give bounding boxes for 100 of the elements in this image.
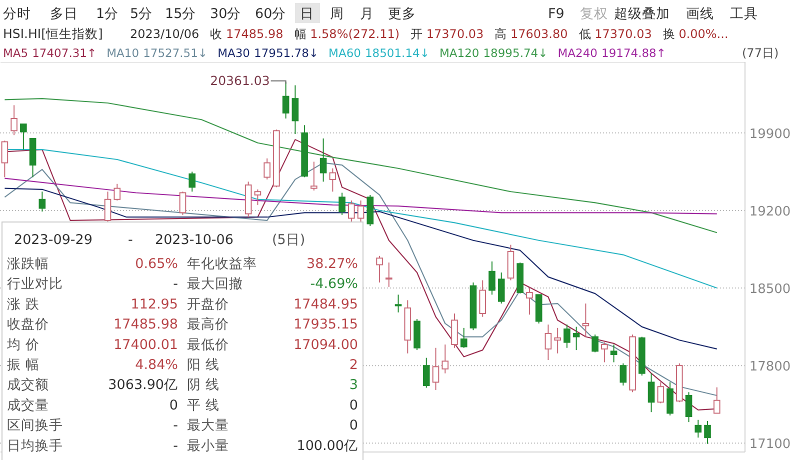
text: 2023/10/06 xyxy=(130,27,200,41)
candlestick xyxy=(564,324,570,348)
text: 18501.14↓ xyxy=(364,46,430,60)
candlestick xyxy=(38,191,46,212)
annotation: 最高价 xyxy=(187,316,229,333)
text: 18995.74↓ xyxy=(483,46,548,60)
annotation: 17935.15 xyxy=(294,316,358,333)
annotation: 阴 线 xyxy=(187,377,220,394)
text: 高 17603.80 xyxy=(494,27,568,41)
text: 分时 xyxy=(3,6,31,22)
annotation: 最大量 xyxy=(187,418,229,434)
candlestick xyxy=(179,191,186,216)
annotation: 平 线 xyxy=(187,397,220,414)
candlestick xyxy=(1,140,8,178)
annotation: 振 幅 xyxy=(7,357,40,373)
candlestick xyxy=(282,81,290,120)
text: MA240 xyxy=(558,46,598,60)
text: 30分 xyxy=(210,6,242,22)
annotation: 0 xyxy=(349,397,358,414)
y-tick-label: 17800 xyxy=(749,360,791,375)
text: 开 17370.03 xyxy=(410,27,484,41)
annotation: 0 xyxy=(349,418,358,434)
text: 超级叠加 xyxy=(614,6,670,22)
text: 19174.88↑ xyxy=(602,46,666,60)
line-series xyxy=(4,98,718,234)
candlestick xyxy=(442,344,449,374)
text: MA5 xyxy=(3,46,28,60)
candlestick xyxy=(338,192,346,216)
text: (77日) xyxy=(742,46,779,60)
annotation: 最小量 xyxy=(187,438,229,454)
annotation: 开盘价 xyxy=(187,296,229,312)
candlestick xyxy=(704,420,711,444)
text: 17951.78↓ xyxy=(254,46,319,60)
text: 复权 xyxy=(580,6,608,22)
candlestick xyxy=(10,104,18,136)
candlestick xyxy=(498,272,505,304)
annotation: 0 xyxy=(169,397,178,414)
annotation: 最大回撤 xyxy=(187,276,243,292)
text: 幅 1.58%(272.11) xyxy=(294,27,400,41)
annotation: 112.95 xyxy=(130,296,178,312)
annotation: 17485.98 xyxy=(114,316,178,333)
chart-title: HSI.HI[恒生指数] xyxy=(3,26,103,41)
annotation: - xyxy=(173,438,178,454)
line-series xyxy=(4,178,718,214)
line-series xyxy=(4,188,718,350)
annotation: 20361.03 xyxy=(210,72,270,88)
text: 工具 xyxy=(730,6,758,22)
candlestick xyxy=(544,324,552,361)
candlestick xyxy=(601,342,608,363)
annotation: - xyxy=(173,276,178,292)
candlestick xyxy=(592,334,598,353)
candlestick xyxy=(329,168,336,192)
candlestick xyxy=(479,280,486,318)
text: 多日 xyxy=(50,6,78,22)
annotation: 2 xyxy=(349,357,358,373)
annotation: 3 xyxy=(349,377,358,394)
candlestick xyxy=(488,260,496,296)
annotation: 涨 跌 xyxy=(7,296,40,312)
annotation: - xyxy=(173,418,178,434)
annotation: -4.69% xyxy=(310,276,358,292)
candlestick xyxy=(620,362,627,386)
text: 周 xyxy=(330,6,344,22)
candlestick xyxy=(554,327,561,354)
annotation: 最低价 xyxy=(187,336,229,353)
annotation: 4.84% xyxy=(135,357,178,373)
candlestick xyxy=(657,382,664,404)
candlestick xyxy=(526,288,533,316)
candlestick xyxy=(320,138,327,182)
candlestick xyxy=(292,84,299,135)
text: MA30 xyxy=(218,46,250,60)
annotation: 38.27% xyxy=(306,256,358,272)
candlestick xyxy=(264,158,270,180)
y-tick-label: 17100 xyxy=(749,437,791,452)
candlestick xyxy=(385,262,392,288)
candlestick xyxy=(648,372,655,413)
candlestick xyxy=(582,303,590,338)
text: 收 17485.98 xyxy=(210,27,284,41)
y-tick-label: 19900 xyxy=(749,126,791,142)
y-tick-label: 18500 xyxy=(749,282,791,298)
candlestick xyxy=(713,386,720,414)
candlestick xyxy=(610,344,618,363)
annotation: 100.00亿 xyxy=(296,438,358,454)
annotation: 年化收益率 xyxy=(187,256,257,272)
annotation: 3063.90亿 xyxy=(108,377,178,394)
annotation: 成交额 xyxy=(7,377,49,394)
text: MA10 xyxy=(106,46,140,60)
annotation: 17400.01 xyxy=(114,336,178,353)
annotation: 2023-09-29 xyxy=(14,232,92,248)
annotation: 行业对比 xyxy=(7,276,63,292)
annotation: 收盘价 xyxy=(7,316,49,333)
text: MA120 xyxy=(439,46,480,60)
candlestick xyxy=(572,326,580,351)
text: 1分 xyxy=(96,6,119,22)
candlestick xyxy=(460,327,468,348)
text: 月 xyxy=(360,6,374,22)
text: F9 xyxy=(548,6,564,22)
annotation: 区间换手 xyxy=(7,418,63,434)
annotation: 成交量 xyxy=(7,397,49,414)
text: 17407.31↑ xyxy=(32,46,97,60)
candlestick xyxy=(422,357,430,388)
